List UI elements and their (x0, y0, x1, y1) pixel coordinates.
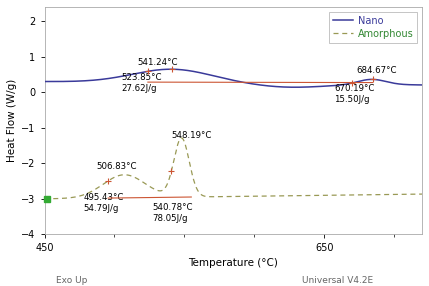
X-axis label: Temperature (°C): Temperature (°C) (188, 258, 278, 268)
Text: 684.67°C: 684.67°C (356, 66, 397, 76)
Text: 548.19°C: 548.19°C (172, 131, 212, 140)
Text: 541.24°C: 541.24°C (138, 57, 178, 67)
Text: Exo Up: Exo Up (56, 276, 87, 285)
Text: 670.19°C
15.50J/g: 670.19°C 15.50J/g (334, 84, 375, 104)
Legend: Nano, Amorphous: Nano, Amorphous (329, 12, 417, 43)
Text: 540.78°C
78.05J/g: 540.78°C 78.05J/g (152, 203, 193, 223)
Text: 506.83°C: 506.83°C (96, 162, 137, 171)
Y-axis label: Heat Flow (W/g): Heat Flow (W/g) (7, 79, 17, 162)
Text: 495.43°C
54.79J/g: 495.43°C 54.79J/g (84, 193, 124, 213)
Text: 523.85°C
27.62J/g: 523.85°C 27.62J/g (121, 73, 162, 93)
Text: Universal V4.2E: Universal V4.2E (302, 276, 373, 285)
